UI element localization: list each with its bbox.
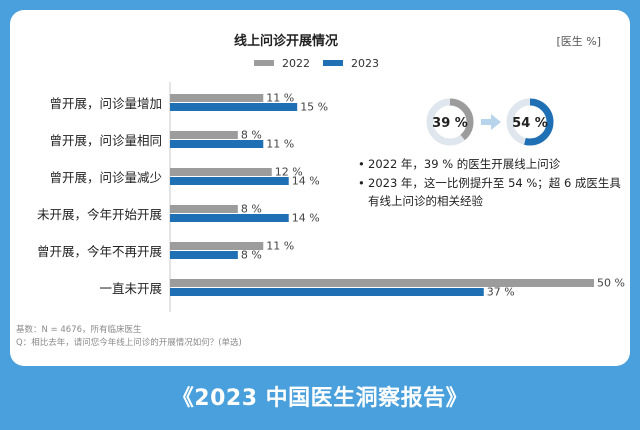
- value-label-2022: 12 %: [275, 166, 303, 179]
- category-label: 曾开展，问诊量相同: [49, 133, 162, 148]
- report-title-banner: 《2023 中国医生洞察报告》: [171, 386, 469, 411]
- value-label-2022: 50 %: [597, 277, 625, 290]
- arrow-icon: [481, 114, 501, 130]
- note-1-line-1: 2022 年，39 % 的医生开展线上问诊: [368, 157, 561, 171]
- bar-chart: 线上问诊开展情况 [医生 %] 2022 2023 曾开展，问诊量增加 11 % 1…: [16, 33, 625, 348]
- value-label-2022: 11 %: [266, 92, 294, 105]
- ring-2023-arc: [506, 98, 554, 146]
- bar-2022: [170, 242, 264, 250]
- value-label-2023: 15 %: [300, 101, 328, 114]
- bar-2022: [170, 205, 238, 213]
- note-2-line-1: 2023 年，这一比例提升至 54 %；超 6 成医生具: [368, 176, 621, 190]
- value-label-2022: 11 %: [266, 240, 294, 253]
- value-label-2022: 8 %: [241, 129, 262, 142]
- category-label: 曾开展，问诊量增加: [49, 96, 162, 111]
- value-label-2023: 37 %: [487, 286, 515, 299]
- legend-label-2022: 2022: [282, 57, 310, 70]
- note-bullet: •: [358, 176, 365, 190]
- footnote-question: Q：相比去年，请问您今年线上问诊的开展情况如何？(单选): [16, 337, 242, 348]
- value-label-2023: 14 %: [292, 212, 320, 225]
- value-label-2022: 8 %: [241, 203, 262, 216]
- note-bullet: •: [358, 157, 365, 171]
- bar-2022: [170, 279, 594, 287]
- bars-group: 曾开展，问诊量增加 11 % 15 % 曾开展，问诊量相同 8 % 11 % 曾开展，问诊量…: [37, 92, 625, 299]
- bar-2022: [170, 94, 264, 102]
- chart-card: 线上问诊开展情况 [医生 %] 2022 2023 曾开展，问诊量增加 11 % 1…: [10, 10, 630, 366]
- bar-2023: [170, 177, 289, 185]
- bar-2023: [170, 140, 264, 148]
- note-2-line-2: 有线上问诊的相关经验: [368, 194, 483, 208]
- unit-label: [医生 %]: [556, 34, 601, 48]
- category-label: 曾开展，问诊量减少: [49, 170, 162, 185]
- ring-2022-arc: [426, 98, 474, 146]
- bar-2022: [170, 131, 238, 139]
- legend-swatch-2023: [323, 60, 343, 66]
- value-label-2023: 11 %: [266, 138, 294, 151]
- note-2: • 2023 年，这一比例提升至 54 %；超 6 成医生具 有线上问诊的相关经…: [358, 176, 621, 208]
- bar-2023: [170, 288, 484, 296]
- legend-label-2023: 2023: [351, 57, 379, 70]
- ring-2022-label: 39 %: [432, 116, 468, 131]
- bar-2023: [170, 214, 289, 222]
- legend-swatch-2022: [254, 60, 274, 66]
- bar-2023: [170, 103, 298, 111]
- category-label: 曾开展，今年不再开展: [37, 244, 162, 259]
- value-label-2023: 8 %: [241, 249, 262, 262]
- chart-title: 线上问诊开展情况: [234, 33, 338, 49]
- category-label: 未开展，今年开始开展: [37, 207, 162, 222]
- ring-2023-label: 54 %: [512, 116, 548, 131]
- bar-2023: [170, 251, 238, 259]
- note-1: • 2022 年，39 % 的医生开展线上问诊: [358, 157, 561, 171]
- bar-2022: [170, 168, 272, 176]
- footnote-base: 基数：N = 4676，所有临床医生: [16, 324, 142, 335]
- category-label: 一直未开展: [99, 281, 162, 296]
- ring-2022: 39 %: [426, 98, 474, 146]
- value-label-2023: 14 %: [292, 175, 320, 188]
- ring-2023: 54 %: [506, 98, 554, 146]
